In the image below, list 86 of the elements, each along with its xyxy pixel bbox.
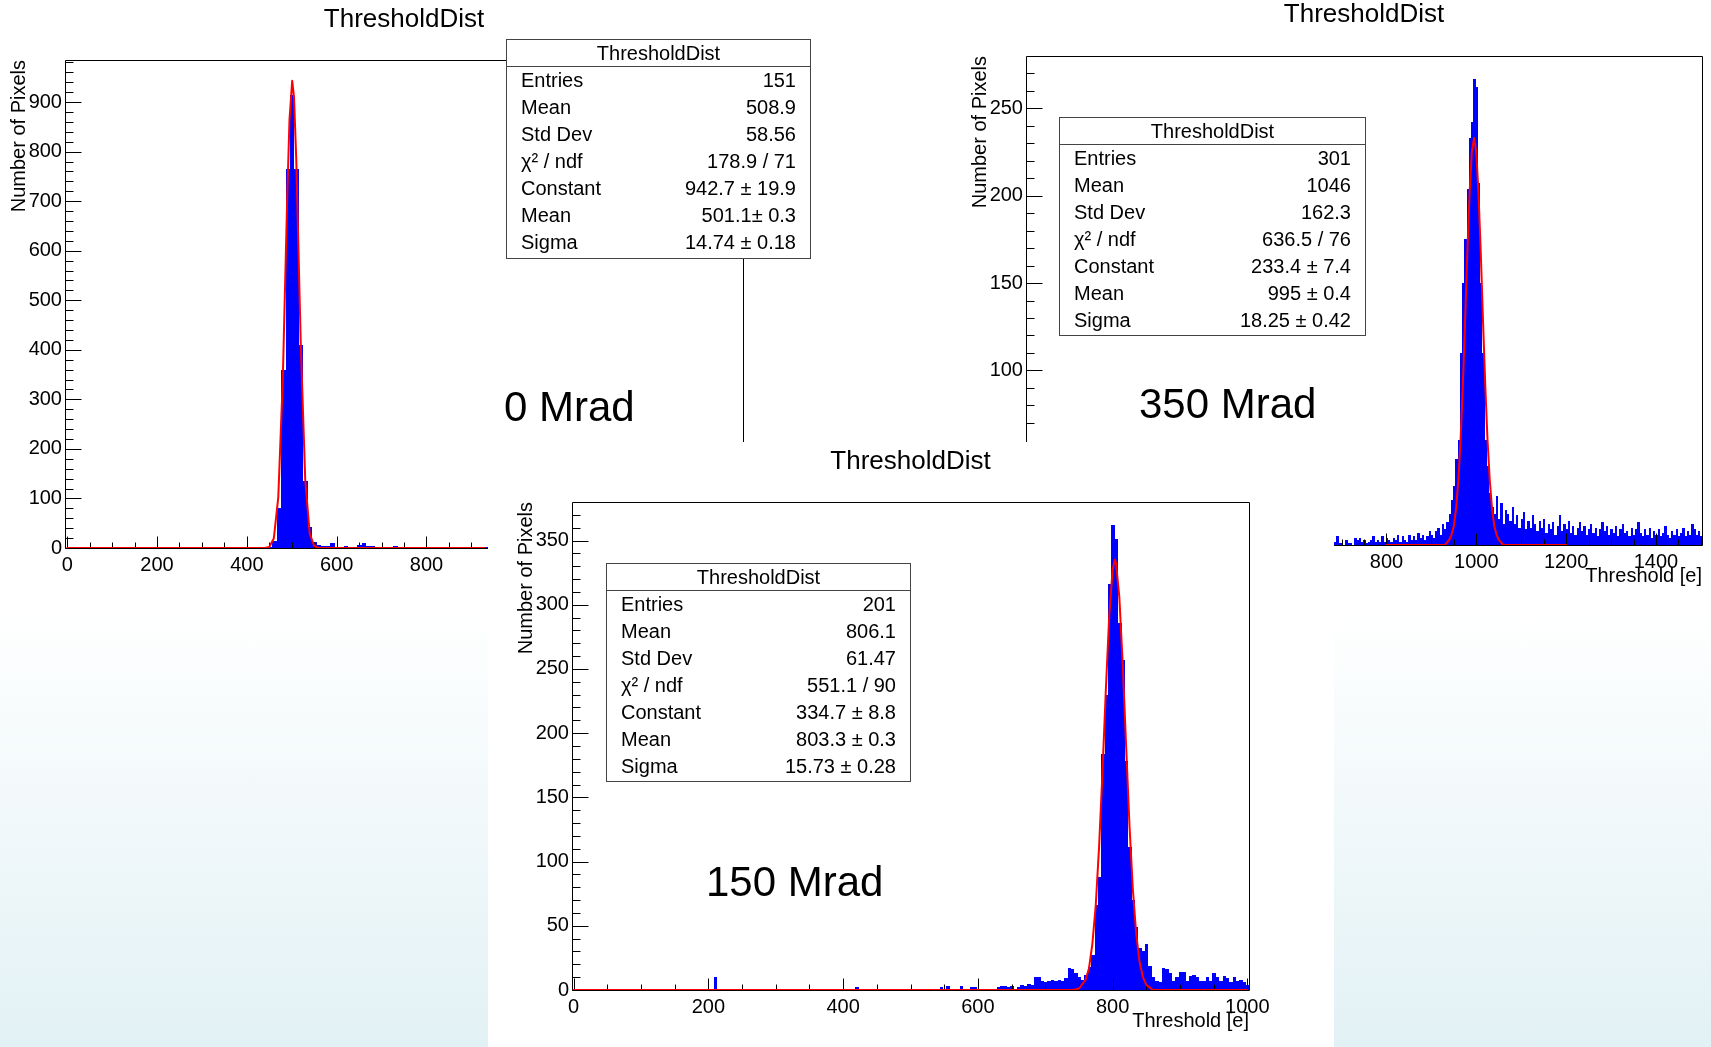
- annotation: Std Dev: [1074, 200, 1146, 225]
- annotation: 61.47: [845, 646, 896, 671]
- annotation: 636.5 / 76: [1262, 227, 1351, 252]
- annotation: ThresholdDist: [596, 42, 721, 64]
- annotation: 806.1: [845, 619, 896, 644]
- annotation: 334.7 ± 8.8: [796, 700, 896, 725]
- y-tick-label: 700: [28, 188, 62, 211]
- y-tick-label: 50: [546, 913, 569, 936]
- y-tick-label: 200: [535, 720, 569, 743]
- annotation: 15.73 ± 0.28: [784, 754, 896, 779]
- annotation: Mean: [1074, 281, 1125, 306]
- x-tick-label: 200: [140, 552, 174, 575]
- x-tick-label: 800: [409, 552, 444, 575]
- annotation: Entries: [621, 592, 684, 617]
- annotation: Entries: [521, 68, 584, 93]
- annotation: 150 Mrad: [706, 858, 884, 905]
- x-tick-label: 400: [826, 994, 860, 1017]
- y-tick-label: 900: [28, 89, 62, 112]
- annotation: 350 Mrad: [1139, 380, 1317, 427]
- y-tick-label: 200: [28, 436, 62, 459]
- annotation: ThresholdDist: [696, 566, 821, 588]
- y-tick-label: 250: [989, 95, 1023, 118]
- text: 508.9: [745, 96, 796, 118]
- y-tick-label: 600: [28, 238, 62, 261]
- x-tick-label: 1000: [1454, 549, 1499, 572]
- x-tick-label: 200: [691, 994, 726, 1017]
- annotation: ThresholdDist: [1150, 120, 1275, 142]
- chart-title: ThresholdDist: [323, 3, 485, 34]
- annotation: Sigma: [521, 230, 578, 255]
- y-tick-label: 250: [535, 656, 569, 679]
- annotation: 233.4 ± 7.4: [1251, 254, 1351, 279]
- y-tick-label: 100: [28, 485, 62, 508]
- annotation: Entries: [1074, 146, 1137, 171]
- annotation: 14.74 ± 0.18: [684, 230, 796, 255]
- annotation: Constant: [621, 700, 702, 725]
- y-tick-label: 800: [28, 139, 62, 162]
- annotation: Mean: [1074, 173, 1125, 198]
- annotation: 551.1 / 90: [807, 673, 896, 698]
- y-tick-label: 0: [557, 977, 569, 1000]
- annotation: Sigma: [1074, 308, 1131, 333]
- y-tick-label: 100: [535, 849, 569, 872]
- annotation: Sigma: [621, 754, 678, 779]
- y-tick-label: 500: [28, 287, 62, 310]
- y-axis-title: Number of Pixels: [513, 502, 536, 655]
- y-axis-title: Number of Pixels: [6, 60, 29, 213]
- y-tick-label: 200: [989, 183, 1023, 206]
- text: 151: [762, 69, 796, 91]
- annotation: 501.1± 0.3: [701, 203, 796, 228]
- annotation: Constant: [1074, 254, 1155, 279]
- y-tick-label: 300: [28, 386, 62, 409]
- annotation: 178.9 / 71: [707, 149, 796, 174]
- annotation: Mean: [521, 203, 572, 228]
- x-tick-label: 800: [1369, 549, 1404, 572]
- y-tick-label: 150: [989, 270, 1023, 293]
- y-axis-title: Number of Pixels: [967, 56, 990, 209]
- y-tick-label: 100: [989, 357, 1023, 380]
- y-tick-label: 350: [535, 528, 569, 551]
- annotation: Std Dev: [521, 122, 593, 147]
- annotation: Std Dev: [621, 646, 693, 671]
- chart-title: ThresholdDist: [1283, 0, 1445, 29]
- annotation: 803.3 ± 0.3: [796, 727, 896, 752]
- x-tick-label: 800: [1095, 994, 1130, 1017]
- chart-title: ThresholdDist: [830, 445, 992, 476]
- y-tick-label: 300: [535, 592, 569, 615]
- annotation: 942.7 ± 19.9: [684, 176, 796, 201]
- annotation: χ² / ndf: [621, 673, 683, 698]
- annotation: 162.3: [1300, 200, 1351, 225]
- annotation: χ² / ndf: [1074, 227, 1136, 252]
- annotation: 18.25 ± 0.42: [1239, 308, 1351, 333]
- x-tick-label: 600: [961, 994, 995, 1017]
- annotation: Mean: [621, 727, 672, 752]
- annotation: 1046: [1306, 173, 1351, 198]
- annotation: Mean: [621, 619, 672, 644]
- x-tick-label: 600: [319, 552, 354, 575]
- y-tick-label: 0: [50, 535, 62, 558]
- annotation: 995 ± 0.4: [1267, 281, 1351, 306]
- y-tick-label: 150: [535, 784, 569, 807]
- annotation: 301: [1317, 146, 1351, 171]
- annotation: Mean: [521, 95, 572, 120]
- x-tick-label: 400: [230, 552, 264, 575]
- annotation: 0 Mrad: [504, 383, 635, 430]
- annotation: Constant: [521, 176, 602, 201]
- y-tick-label: 400: [28, 337, 62, 360]
- text: 58.56: [745, 123, 796, 145]
- annotation: χ² / ndf: [521, 149, 583, 174]
- annotation: 201: [862, 592, 896, 617]
